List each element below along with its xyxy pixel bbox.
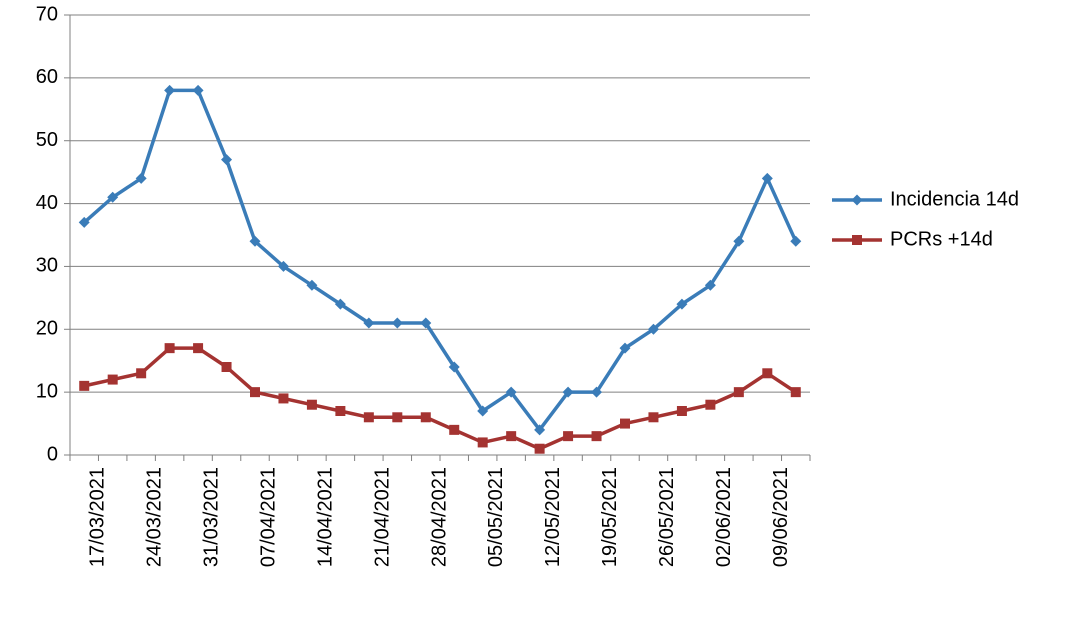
data-marker [734,387,744,397]
x-axis-tick-label: 05/05/2021 [485,467,507,567]
data-marker [222,362,232,372]
data-marker [762,368,772,378]
y-axis-tick-label: 40 [36,192,58,214]
x-axis-tick-label: 02/06/2021 [713,467,735,567]
x-axis-tick-label: 17/03/2021 [87,467,109,567]
legend-label: PCRs +14d [890,228,993,250]
legend-marker [852,235,862,245]
x-axis-tick-label: 19/05/2021 [599,467,621,567]
chart-container: 0 10 20 30 40 50 60 70 17/03/2021 24/03/2021 31/03… [0,0,1080,627]
data-marker [307,400,317,410]
data-marker [791,387,801,397]
data-marker [563,431,573,441]
data-marker [136,368,146,378]
x-axis-tick-label: 09/06/2021 [770,467,792,567]
data-marker [535,444,545,454]
x-axis-tick-label: 24/03/2021 [144,467,166,567]
data-marker [392,412,402,422]
y-axis-tick-label: 70 [36,3,58,25]
data-marker [648,412,658,422]
x-axis-tick-label: 31/03/2021 [201,467,223,567]
data-marker [421,412,431,422]
data-marker [250,387,260,397]
y-axis-tick-label: 50 [36,129,58,151]
legend-label: Incidencia 14d [890,188,1019,210]
x-axis-tick-label: 12/05/2021 [542,467,564,567]
data-marker [592,431,602,441]
y-axis-tick-label: 60 [36,66,58,88]
y-axis-tick-label: 0 [47,443,58,465]
data-marker [79,381,89,391]
x-axis-tick-label: 07/04/2021 [258,467,280,567]
data-marker [193,343,203,353]
data-marker [449,425,459,435]
y-axis-tick-label: 20 [36,318,58,340]
x-axis-tick-label: 14/04/2021 [314,467,336,567]
y-axis-tick-label: 10 [36,380,58,402]
data-marker [165,343,175,353]
line-chart: 0 10 20 30 40 50 60 70 17/03/2021 24/03/2021 31/03… [0,0,1080,627]
x-axis-tick-label: 21/04/2021 [371,467,393,567]
data-marker [108,375,118,385]
x-axis-tick-label: 26/05/2021 [656,467,678,567]
data-marker [705,400,715,410]
data-marker [335,406,345,416]
x-axis-tick-label: 28/04/2021 [428,467,450,567]
data-marker [677,406,687,416]
data-marker [620,419,630,429]
data-marker [506,431,516,441]
y-axis-tick-label: 30 [36,255,58,277]
data-marker [478,437,488,447]
data-marker [278,393,288,403]
data-marker [364,412,374,422]
